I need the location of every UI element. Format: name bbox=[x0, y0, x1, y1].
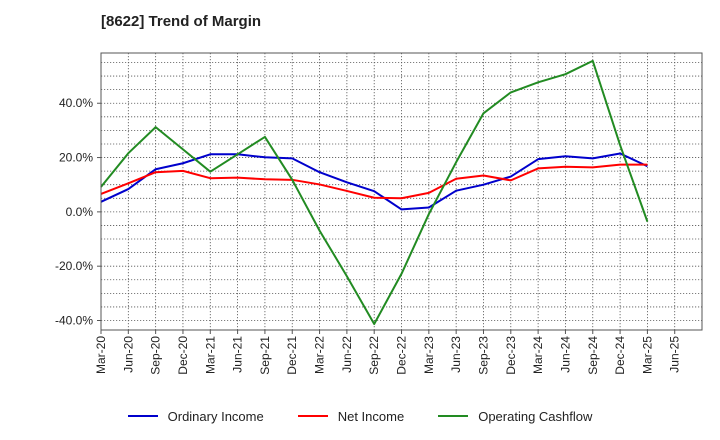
x-tick-label: Jun-22 bbox=[340, 336, 354, 373]
chart-title: [8622] Trend of Margin bbox=[101, 13, 262, 30]
series-line-net-income bbox=[100, 163, 648, 200]
legend-item-net-income: Net Income bbox=[297, 408, 405, 424]
legend-item-ordinary-income: Ordinary Income bbox=[127, 408, 264, 424]
y-axis: 40.0% 20.0% 0.0% -20.0% -40.0% bbox=[55, 96, 101, 327]
x-tick-label: Dec-24 bbox=[613, 336, 627, 375]
y-tick-label: 20.0% bbox=[59, 151, 93, 165]
legend: Ordinary Income Net Income Operating Cas… bbox=[0, 404, 720, 428]
x-tick-label: Mar-20 bbox=[94, 336, 108, 374]
y-tick-label: 0.0% bbox=[66, 205, 94, 219]
x-tick-label: Sep-21 bbox=[258, 336, 272, 375]
y-tick-label: -20.0% bbox=[55, 259, 93, 273]
x-tick-label: Mar-21 bbox=[203, 336, 217, 374]
series-line-operating-cashflow bbox=[100, 59, 649, 326]
x-tick-label: Dec-23 bbox=[504, 336, 518, 375]
legend-label-ordinary-income: Ordinary Income bbox=[167, 408, 264, 424]
x-tick-label: Jun-25 bbox=[668, 336, 682, 373]
x-tick-label: Jun-20 bbox=[121, 336, 135, 373]
legend-label-operating-cashflow: Operating Cashflow bbox=[478, 408, 593, 424]
x-tick-label: Mar-24 bbox=[531, 336, 545, 374]
legend-label-net-income: Net Income bbox=[337, 408, 405, 424]
x-tick-label: Dec-22 bbox=[395, 336, 409, 375]
x-tick-label: Dec-20 bbox=[176, 336, 190, 375]
x-axis: Mar-20 Jun-20 Sep-20 Dec-20 Mar-21 Jun-21 Sep-… bbox=[94, 330, 682, 375]
x-tick-label: Mar-23 bbox=[422, 336, 436, 374]
series-line-ordinary-income bbox=[100, 152, 648, 211]
x-tick-label: Mar-25 bbox=[640, 336, 654, 374]
series-layer bbox=[100, 59, 649, 326]
y-tick-label: -40.0% bbox=[55, 313, 93, 327]
legend-swatch-net-income bbox=[297, 415, 328, 417]
x-tick-label: Sep-24 bbox=[586, 336, 600, 375]
legend-item-operating-cashflow: Operating Cashflow bbox=[438, 409, 592, 424]
y-tick-label: 40.0% bbox=[59, 96, 93, 110]
x-tick-label: Jun-24 bbox=[558, 336, 572, 373]
x-tick-label: Dec-21 bbox=[285, 336, 299, 375]
x-tick-label: Sep-23 bbox=[476, 336, 490, 375]
x-tick-label: Jun-23 bbox=[449, 336, 463, 373]
x-tick-label: Sep-20 bbox=[149, 336, 163, 375]
x-tick-label: Mar-22 bbox=[313, 336, 327, 374]
x-tick-label: Jun-21 bbox=[231, 336, 245, 373]
legend-swatch-operating-cashflow bbox=[438, 415, 469, 417]
legend-swatch-ordinary-income bbox=[127, 415, 158, 417]
x-tick-label: Sep-22 bbox=[367, 336, 381, 375]
